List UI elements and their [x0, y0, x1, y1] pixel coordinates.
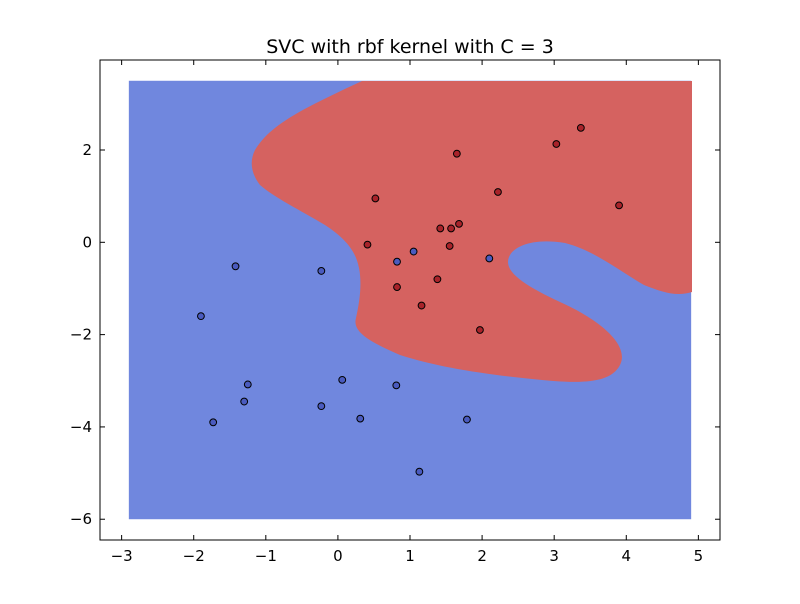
- x-tick-label: −3: [111, 547, 133, 565]
- x-tick-label: 3: [549, 547, 559, 565]
- x-axis-ticks: −3 −2 −1 0 1 2 3 4 5: [111, 60, 704, 565]
- data-point-class-1: [417, 301, 426, 310]
- data-point-class-1: [436, 224, 445, 233]
- data-point-class-1: [455, 219, 463, 228]
- data-point-class-0: [415, 467, 424, 476]
- data-point-class-1: [447, 224, 455, 233]
- data-point-class-1: [371, 194, 380, 203]
- x-tick-label: 4: [622, 547, 632, 565]
- x-tick-label: 1: [405, 547, 415, 565]
- data-point-class-1: [393, 283, 401, 291]
- data-point-class-0: [317, 402, 326, 411]
- data-point-class-0: [463, 415, 471, 424]
- y-tick-label: −6: [70, 510, 92, 528]
- data-point-class-0: [409, 247, 418, 256]
- data-point-class-1: [476, 326, 484, 334]
- data-point-class-0: [243, 380, 252, 389]
- x-tick-label: 0: [333, 547, 343, 565]
- y-tick-label: 2: [82, 141, 92, 159]
- data-point-class-1: [445, 242, 454, 250]
- data-point-class-1: [433, 275, 442, 284]
- data-point-class-0: [485, 254, 494, 263]
- data-point-class-1: [452, 149, 461, 158]
- region-class-1: [251, 81, 692, 382]
- x-tick-label: 5: [694, 547, 704, 565]
- decision-region: [128, 80, 692, 520]
- y-tick-label: −4: [70, 418, 92, 436]
- data-point-class-0: [393, 257, 401, 266]
- chart-title: SVC with rbf kernel with C = 3: [266, 36, 554, 58]
- data-point-class-1: [576, 123, 585, 132]
- y-tick-label: 0: [82, 233, 92, 251]
- y-axis-ticks: −6 −4 −2 0 2: [70, 141, 720, 528]
- data-point-class-1: [494, 188, 502, 196]
- data-point-class-1: [363, 240, 372, 249]
- data-point-class-0: [317, 267, 326, 275]
- y-tick-label: −2: [70, 326, 92, 344]
- data-point-class-0: [338, 375, 347, 384]
- data-point-class-1: [615, 201, 623, 210]
- x-tick-label: 2: [477, 547, 487, 565]
- data-point-class-0: [209, 418, 218, 427]
- data-point-class-0: [197, 312, 205, 321]
- data-point-class-0: [392, 381, 401, 390]
- data-points: [197, 123, 623, 476]
- x-tick-label: −2: [183, 547, 205, 565]
- data-point-class-0: [356, 414, 365, 423]
- data-point-class-0: [240, 397, 249, 406]
- x-tick-label: −1: [255, 547, 277, 565]
- data-point-class-0: [231, 262, 240, 271]
- data-point-class-1: [552, 140, 561, 148]
